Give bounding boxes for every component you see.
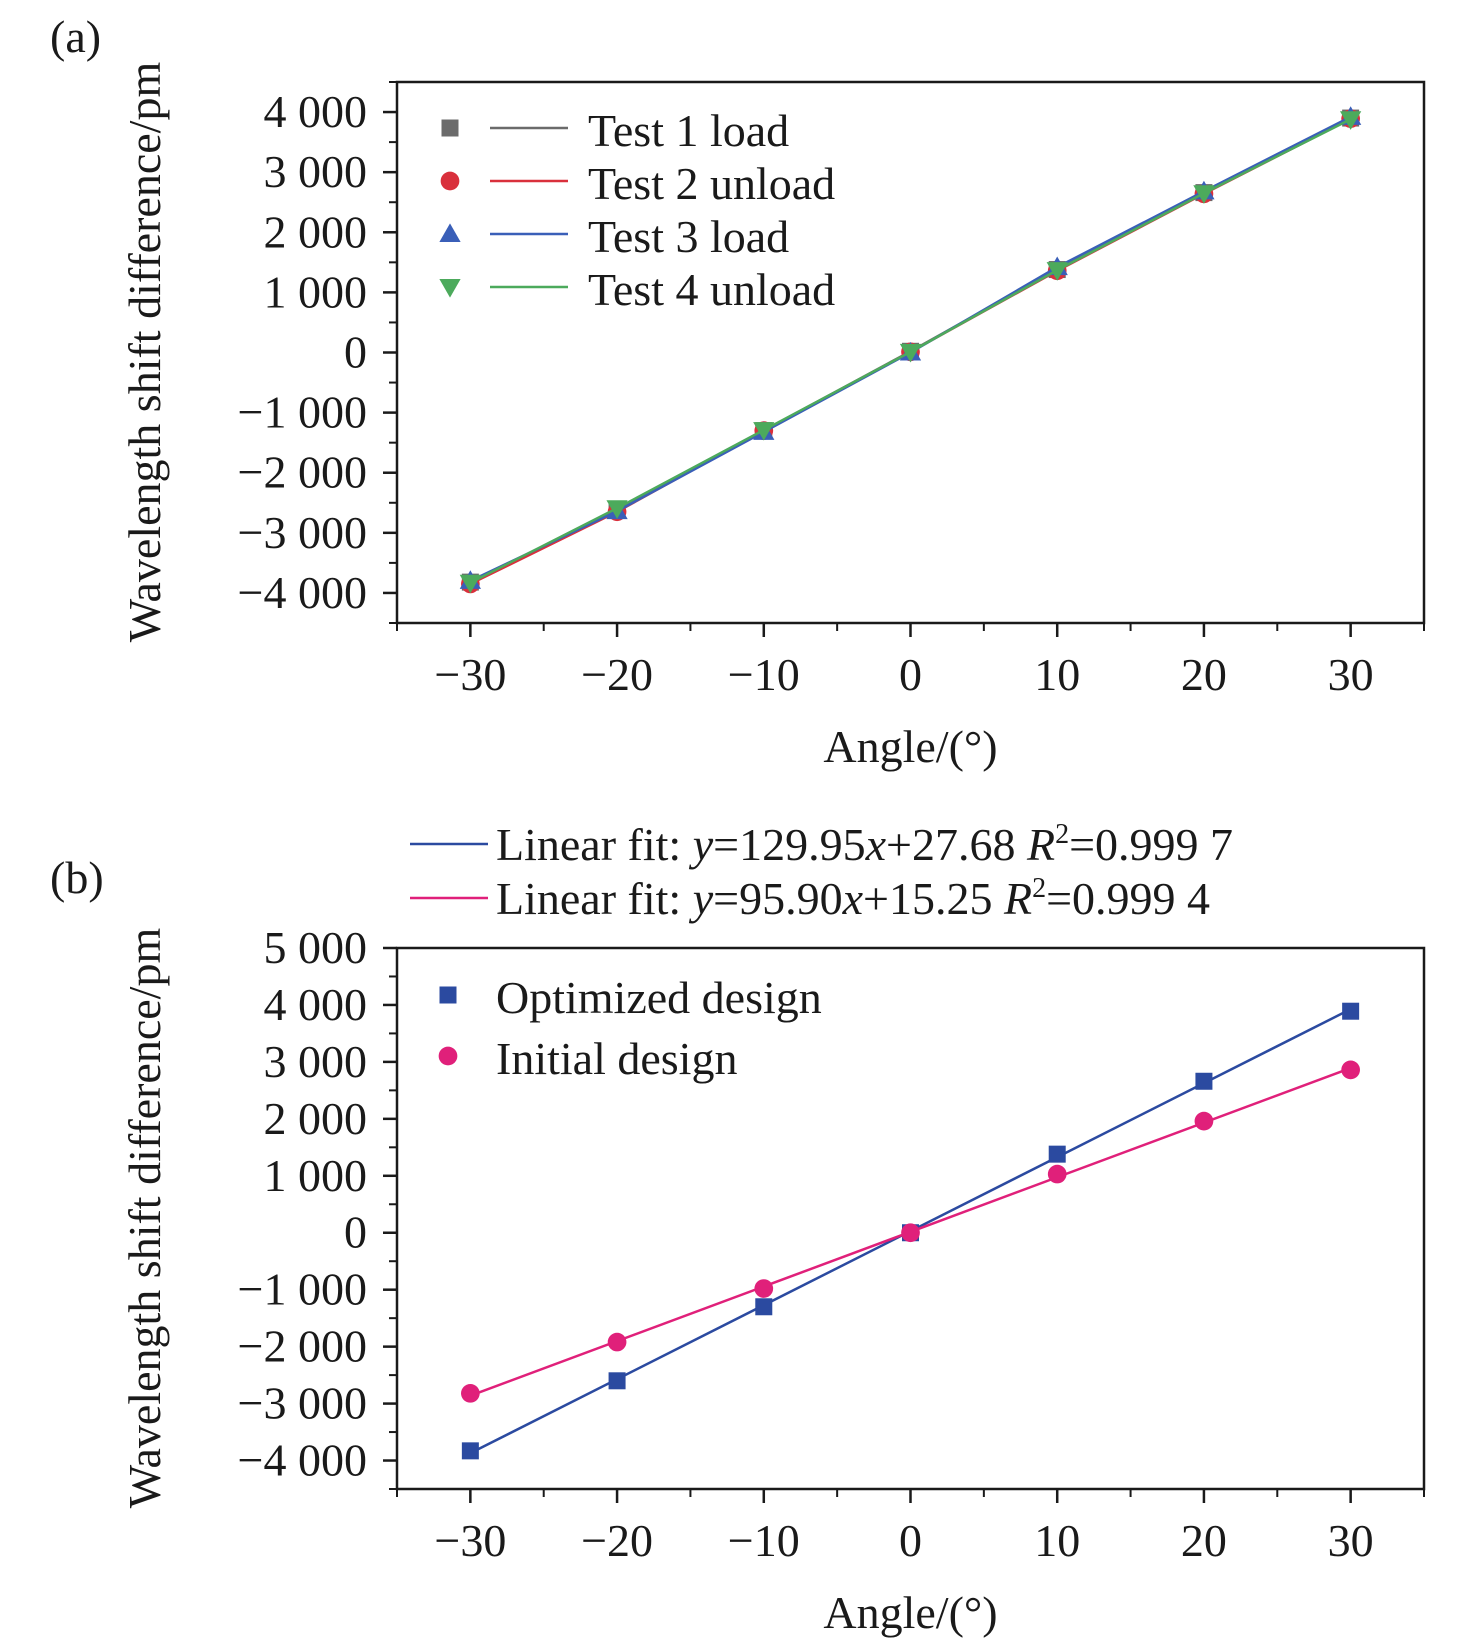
x-tick-label: 10 <box>1034 1515 1080 1566</box>
fit-r-sup: 2 <box>1032 873 1046 904</box>
y-tick-label: 2 000 <box>264 1093 368 1144</box>
data-point <box>901 1223 920 1243</box>
y-tick-label: −1 000 <box>238 1264 367 1315</box>
data-point <box>755 1298 773 1316</box>
legend-label: Test 2 unload <box>588 158 835 209</box>
fit-eq-intercept: +15.25 <box>863 873 1004 924</box>
data-point <box>461 1442 479 1460</box>
x-tick-label: −10 <box>728 649 800 700</box>
y-tick-label: −3 000 <box>238 507 367 558</box>
legend-marker <box>438 1046 458 1066</box>
legend-label: Initial design <box>496 1033 737 1084</box>
data-point <box>1342 1002 1360 1020</box>
data-point <box>1048 1145 1066 1163</box>
y-tick-label: 2 000 <box>264 206 368 257</box>
legend-marker <box>441 119 459 137</box>
plot-frame <box>395 946 1426 1491</box>
data-point <box>1341 1060 1360 1080</box>
fit-legend-text: Linear fit: y=129.95x+27.68 R2=0.999 7 <box>496 819 1233 870</box>
data-point <box>753 422 775 441</box>
legend-label: Test 3 load <box>588 211 789 262</box>
fit-r: R <box>1026 819 1055 870</box>
data-point <box>1195 1072 1213 1090</box>
y-tick-label: 3 000 <box>264 1036 368 1087</box>
data-point <box>459 574 481 594</box>
data-point <box>1046 262 1068 281</box>
fit-r: R <box>1003 873 1032 924</box>
series-4 <box>459 111 1362 594</box>
data-point <box>1047 1164 1067 1184</box>
y-tick-label: 5 000 <box>264 922 368 973</box>
fit-r-sup: 2 <box>1055 819 1069 850</box>
legend-marker <box>439 986 457 1004</box>
x-tick-label: −30 <box>434 649 506 700</box>
y-tick-label: −4 000 <box>238 567 367 618</box>
x-tick-label: −30 <box>434 1515 506 1566</box>
fit-var-y: y <box>689 873 714 924</box>
data-point <box>754 1279 774 1298</box>
y-tick-label: 0 <box>344 327 367 378</box>
x-tick-label: −10 <box>728 1515 800 1566</box>
series-2 <box>461 1060 1360 1403</box>
y-tick-label: −1 000 <box>238 387 367 438</box>
y-tick-label: −3 000 <box>238 1378 367 1429</box>
x-tick-label: −20 <box>581 649 653 700</box>
x-tick-label: 0 <box>899 649 922 700</box>
y-axis-label: Wavelength shift difference/pm <box>119 62 170 643</box>
data-point <box>1193 185 1215 204</box>
x-tick-label: 10 <box>1034 649 1080 700</box>
x-axis-label: Angle/(°) <box>823 1587 997 1638</box>
x-tick-label: 0 <box>899 1515 922 1566</box>
y-tick-label: 0 <box>344 1207 367 1258</box>
chart-panel-a: (a) −30 −20 −10 0 10 20 30 4 000 3 000 2 000 1 000 0… <box>50 11 1426 772</box>
data-point <box>461 1383 480 1403</box>
legend-label: Test 4 unload <box>588 264 835 315</box>
panel-label: (a) <box>50 11 101 62</box>
fit-var-x: x <box>842 873 864 924</box>
data-point <box>899 343 922 363</box>
x-tick-label: 30 <box>1328 1515 1374 1566</box>
data-point <box>607 1332 627 1352</box>
fit-prefix: Linear fit: <box>496 819 693 870</box>
fit-var-x: x <box>865 819 887 870</box>
y-tick-label: 4 000 <box>264 86 368 137</box>
x-tick-label: 30 <box>1328 649 1374 700</box>
fit-eq-slope: =95.90 <box>713 873 842 924</box>
fit-legend-text: Linear fit: y=95.90x+15.25 R2=0.999 4 <box>496 873 1210 924</box>
y-tick-label: 1 000 <box>264 266 368 317</box>
fit-r-value: =0.999 4 <box>1046 873 1210 924</box>
y-tick-label: −2 000 <box>238 447 367 498</box>
fit-prefix: Linear fit: <box>496 873 693 924</box>
fit-eq-slope: =129.95 <box>713 819 865 870</box>
y-tick-label: 4 000 <box>264 979 368 1030</box>
data-point <box>1340 111 1362 130</box>
x-tick-label: 20 <box>1181 649 1227 700</box>
x-axis-label: Angle/(°) <box>823 721 997 772</box>
legend-marker <box>440 171 460 191</box>
x-tick-label: −20 <box>581 1515 653 1566</box>
y-axis-label: Wavelength shift difference/pm <box>119 928 170 1509</box>
y-tick-label: −2 000 <box>238 1321 367 1372</box>
fit-eq-intercept: +27.68 <box>886 819 1027 870</box>
y-tick-label: −4 000 <box>238 1435 367 1486</box>
legend-label: Optimized design <box>496 972 822 1023</box>
data-point <box>606 500 628 519</box>
fit-r-value: =0.999 7 <box>1069 819 1233 870</box>
fit-var-y: y <box>689 819 714 870</box>
legend-marker <box>439 279 461 298</box>
y-tick-label: 1 000 <box>264 1150 368 1201</box>
panel-label: (b) <box>50 852 104 903</box>
y-tick-label: 3 000 <box>264 146 368 197</box>
legend-label: Test 1 load <box>588 105 789 156</box>
x-tick-label: 20 <box>1181 1515 1227 1566</box>
data-point <box>1194 1111 1214 1131</box>
data-point <box>608 1372 626 1390</box>
legend-marker <box>439 223 461 242</box>
